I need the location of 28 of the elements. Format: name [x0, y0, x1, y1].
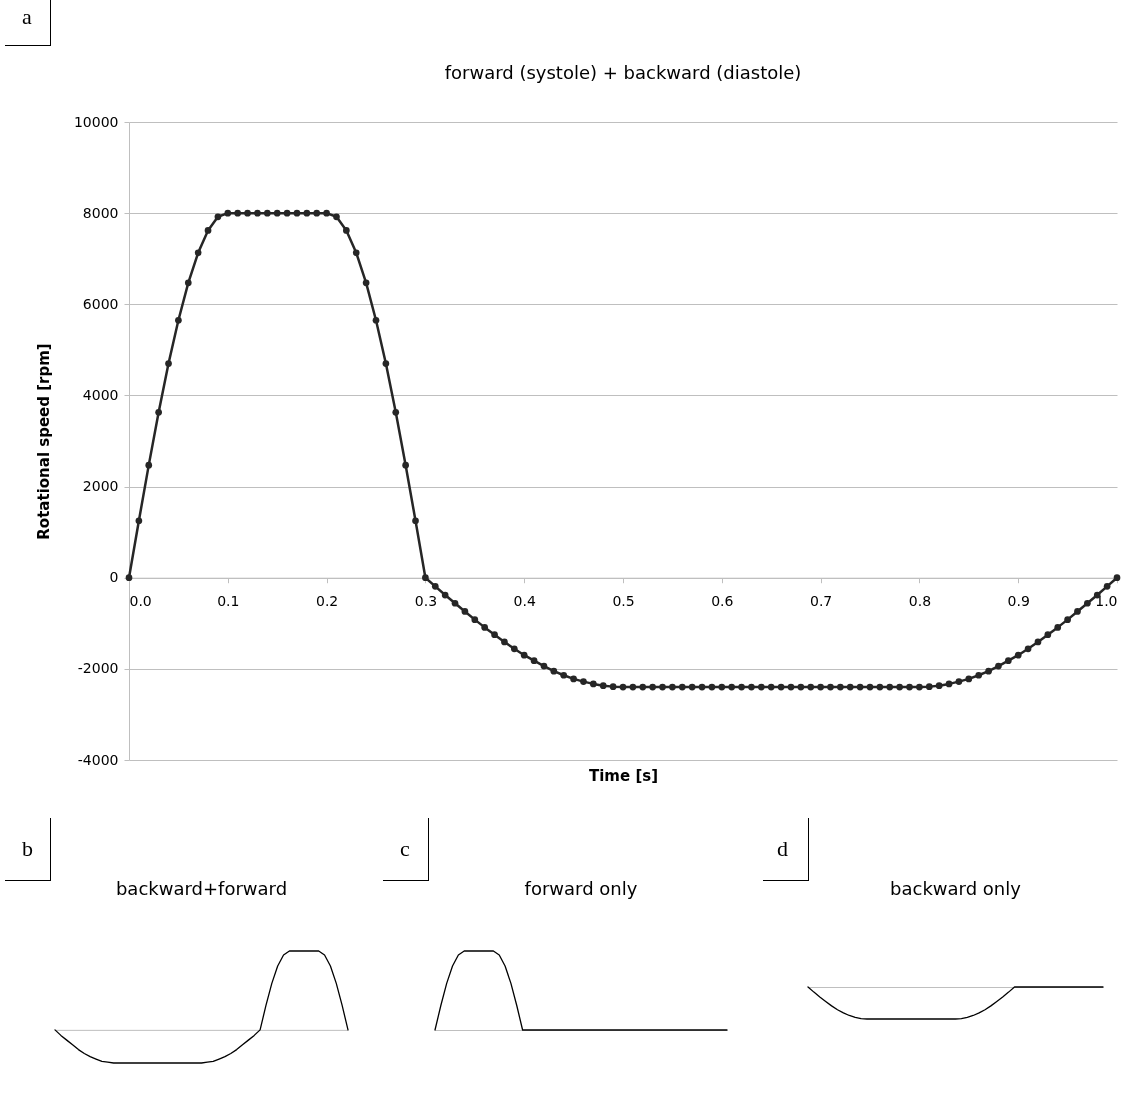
x-tick-label: 0.2	[315, 593, 339, 610]
x-tick-label: 0.8	[908, 593, 932, 610]
chart-title: backward only	[890, 878, 1022, 900]
x-tick-label: 0.0	[129, 593, 152, 610]
y-tick-label: 0	[109, 569, 119, 586]
x-axis-title: Time [s]	[588, 766, 659, 785]
y-tick-label: 2000	[82, 478, 119, 495]
chart-title: forward only	[524, 878, 638, 900]
x-tick-label: 0.9	[1007, 593, 1030, 610]
x-tick-label: 0.1	[217, 593, 240, 610]
x-tick-label: 0.5	[612, 593, 635, 610]
y-tick-label: 10000	[73, 113, 119, 130]
x-tick-label: 0.4	[513, 593, 536, 610]
x-tick-label: 0.6	[711, 593, 734, 610]
text: a	[22, 4, 32, 30]
text: c	[400, 836, 410, 862]
x-tick-label: 0.7	[809, 593, 833, 610]
x-tick-label: 0.3	[414, 593, 438, 610]
y-tick-label: -2000	[77, 660, 119, 677]
y-tick-label: 6000	[82, 295, 119, 312]
chart-title: backward+forward	[115, 878, 288, 900]
y-tick-label: -4000	[77, 751, 119, 768]
y-tick-label: 4000	[82, 386, 119, 403]
chart-title: forward (systole) + backward (diastole)	[444, 62, 802, 83]
text: d	[777, 836, 788, 862]
y-axis-title: Rotational speed [rpm]	[34, 343, 53, 540]
y-tick-label: 8000	[82, 204, 119, 221]
text: b	[22, 836, 33, 862]
